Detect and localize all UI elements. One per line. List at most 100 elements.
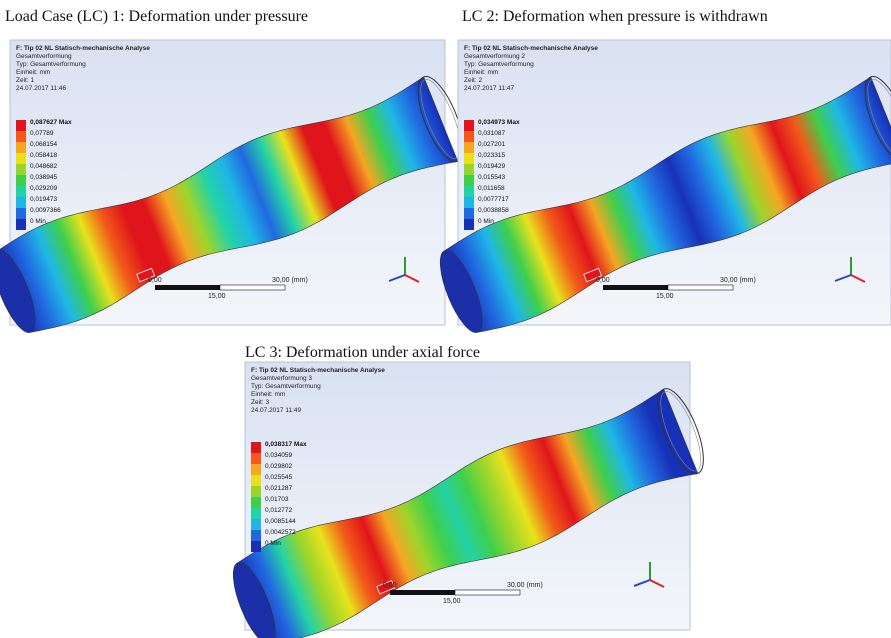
legend-label: 0,023315	[478, 152, 505, 159]
legend-swatch	[464, 208, 474, 219]
legend-swatch	[251, 464, 261, 475]
scale-bar-black	[390, 590, 455, 595]
legend-swatch	[464, 186, 474, 197]
scale-label: 0,00	[383, 582, 397, 589]
legend-label: 0,07789	[30, 130, 54, 137]
header-line: Zeit: 2	[464, 77, 482, 84]
legend-swatch	[16, 175, 26, 186]
header-line: Zeit: 1	[16, 77, 34, 84]
legend-swatch	[16, 208, 26, 219]
header-line: Typ: Gesamtverformung	[251, 383, 321, 390]
legend-label: 0 Min	[30, 218, 46, 225]
header-line: 24.07.2017 11:46	[16, 85, 67, 92]
scale-label: 30,00 (mm)	[507, 582, 543, 589]
legend-swatch	[16, 186, 26, 197]
scale-bar-white	[220, 285, 285, 290]
legend-label: 0,025545	[265, 474, 292, 481]
panel-caption: LC 3: Deformation under axial force	[245, 344, 480, 361]
legend-swatch	[464, 131, 474, 142]
header-line: F: Tip 02 NL Statisch-mechanische Analys…	[464, 45, 598, 52]
result-view: F: Tip 02 NL Statisch-mechanische Analys…	[0, 40, 475, 344]
panel-caption: LC 2: Deformation when pressure is withd…	[462, 8, 768, 25]
header-line: Einheit: mm	[464, 69, 498, 76]
legend-swatch	[16, 197, 26, 208]
legend-swatch	[251, 519, 261, 530]
legend-label: 0,034059	[265, 452, 292, 459]
legend-label: 0,029802	[265, 463, 292, 470]
legend-label: 0,019429	[478, 163, 505, 170]
header-line: Typ: Gesamtverformung	[464, 61, 534, 68]
legend-swatch	[251, 497, 261, 508]
legend-swatch	[464, 142, 474, 153]
scale-label: 0,00	[148, 277, 162, 284]
legend-swatch	[464, 197, 474, 208]
legend-label: 0,029209	[30, 185, 57, 192]
legend-swatch	[16, 131, 26, 142]
legend-label: 0,01703	[265, 496, 289, 503]
scale-bar-white	[455, 590, 520, 595]
legend-label: 0,0077717	[478, 196, 509, 203]
legend-label: 0,087627 Max	[30, 119, 72, 126]
legend-label: 0,0038858	[478, 207, 509, 214]
legend-label: 0,0097366	[30, 207, 61, 214]
scale-label: 0,00	[596, 277, 610, 284]
legend-label: 0 Min	[265, 540, 281, 547]
scale-label: 30,00 (mm)	[272, 277, 308, 284]
scale-label: 15,00	[208, 293, 226, 300]
header-line: Gesamtverformung	[16, 53, 72, 60]
header-line: Gesamtverformung 2	[464, 53, 525, 60]
header-line: Zeit: 3	[251, 399, 269, 406]
legend-swatch	[251, 508, 261, 519]
legend-label: 0,0042572	[265, 529, 296, 536]
legend-swatch	[251, 442, 261, 453]
legend-swatch	[464, 175, 474, 186]
legend-swatch	[251, 486, 261, 497]
legend-label: 0,031087	[478, 130, 505, 137]
scale-bar-black	[603, 285, 668, 290]
legend-swatch	[251, 541, 261, 552]
legend-label: 0,019473	[30, 196, 57, 203]
header-line: Einheit: mm	[16, 69, 50, 76]
legend-swatch	[464, 164, 474, 175]
legend-label: 0,012772	[265, 507, 292, 514]
header-line: F: Tip 02 NL Statisch-mechanische Analys…	[16, 45, 150, 52]
legend-swatch	[16, 120, 26, 131]
legend-swatch	[16, 219, 26, 230]
result-view: F: Tip 02 NL Statisch-mechanische Analys…	[429, 40, 891, 344]
legend-swatch	[16, 142, 26, 153]
header-line: Gesamtverformung 3	[251, 375, 312, 382]
legend-label: 0,015543	[478, 174, 505, 181]
legend-label: 0,038317 Max	[265, 441, 307, 448]
scale-label: 15,00	[656, 293, 674, 300]
scale-label: 30,00 (mm)	[720, 277, 756, 284]
legend-label: 0,048682	[30, 163, 57, 170]
legend-swatch	[16, 164, 26, 175]
header-line: 24.07.2017 11:49	[251, 407, 302, 414]
scale-bar-black	[155, 285, 220, 290]
header-line: Typ: Gesamtverformung	[16, 61, 86, 68]
legend-label: 0,038945	[30, 174, 57, 181]
legend-label: 0,058418	[30, 152, 57, 159]
legend-label: 0,011658	[478, 185, 505, 192]
legend-swatch	[464, 219, 474, 230]
legend-swatch	[464, 153, 474, 164]
legend-label: 0,034973 Max	[478, 119, 520, 126]
panel-caption: Load Case (LC) 1: Deformation under pres…	[5, 8, 308, 25]
legend-label: 0,068154	[30, 141, 57, 148]
header-line: 24.07.2017 11:47	[464, 85, 515, 92]
legend-swatch	[464, 120, 474, 131]
legend-swatch	[16, 153, 26, 164]
header-line: F: Tip 02 NL Statisch-mechanische Analys…	[251, 367, 385, 374]
legend-label: 0 Min	[478, 218, 494, 225]
legend-label: 0,027201	[478, 141, 505, 148]
legend-swatch	[251, 475, 261, 486]
scale-bar-white	[668, 285, 733, 290]
legend-swatch	[251, 530, 261, 541]
header-line: Einheit: mm	[251, 391, 285, 398]
legend-label: 0,0085144	[265, 518, 296, 525]
figure: Load Case (LC) 1: Deformation under pres…	[0, 0, 891, 638]
legend-swatch	[251, 453, 261, 464]
scale-label: 15,00	[443, 598, 461, 605]
legend-label: 0,021287	[265, 485, 292, 492]
result-view: F: Tip 02 NL Statisch-mechanische Analys…	[222, 362, 715, 638]
